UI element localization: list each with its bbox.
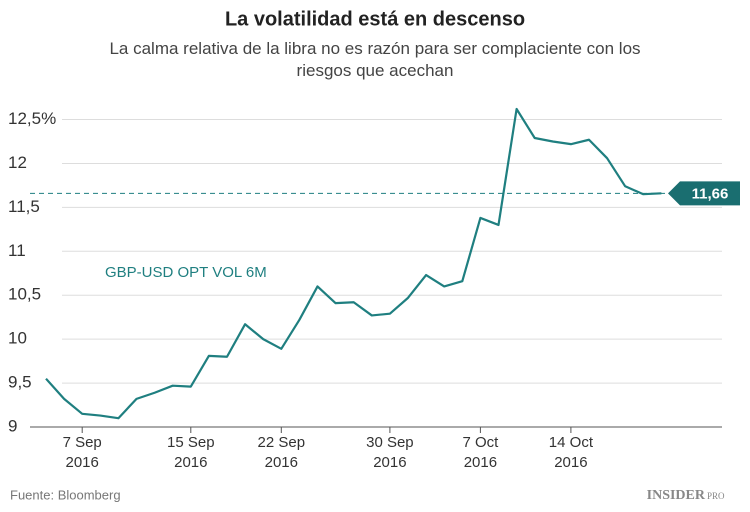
y-tick-label: 9 [8,416,17,435]
reference-label: 11,66 [692,185,729,202]
series-label: GBP-USD OPT VOL 6M [105,264,267,281]
y-tick-label: 11 [8,241,26,260]
y-tick-label: 9,5 [8,373,32,392]
brand: INSIDER [647,488,706,503]
subtitle-box: La calma relativa de la libra no es razó… [109,39,641,80]
reference-badge [668,181,740,206]
x-tick-label: 22 Sep 2016 [257,434,306,471]
x-tick-label: 15 Sep 2016 [167,434,215,471]
y-tick-label: 11,5 [8,197,40,216]
x-tick-label: 14 Oct 2016 [548,434,593,471]
y-tick-label: 10,5 [8,285,41,304]
y-tick-label: 10 [8,329,27,348]
y-tick-label: 12 [8,153,27,172]
y-tick-label: 12,5% [8,109,56,128]
chart-subtitle: La calma relativa de la libra no es razó… [109,39,641,80]
x-tick-label: 7 Oct 2016 [462,434,499,471]
x-tick-label: 30 Sep 2016 [366,434,414,471]
series-line [45,107,662,420]
chart-title: La volatilidad está en descenso [225,8,525,30]
source: Fuente: Bloomberg [10,487,121,502]
brand-suffix: PRO [707,491,725,501]
x-tick-label: 7 Sep 2016 [62,434,102,471]
